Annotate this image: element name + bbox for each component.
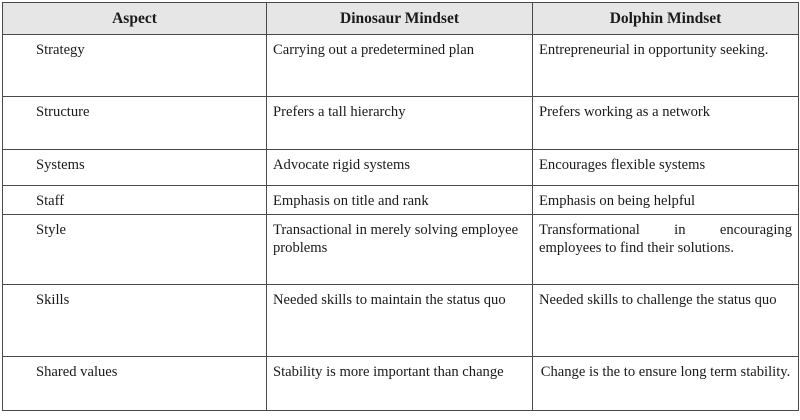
cell-dolphin: Prefers working as a network [532, 96, 799, 150]
table-header: Aspect Dinosaur Mindset Dolphin Mindset [2, 2, 799, 35]
cell-aspect: Skills [2, 284, 267, 357]
table-row: Shared values Stability is more importan… [2, 356, 799, 411]
cell-dinosaur: Transactional in merely solving employee… [266, 214, 533, 285]
header-row: Aspect Dinosaur Mindset Dolphin Mindset [2, 2, 799, 35]
cell-dolphin: Emphasis on being helpful [532, 185, 799, 215]
table-row: Structure Prefers a tall hierarchy Prefe… [2, 96, 799, 150]
cell-dinosaur: Stability is more important than change [266, 356, 533, 411]
mindset-comparison-table: Aspect Dinosaur Mindset Dolphin Mindset … [2, 2, 799, 411]
table-row: Style Transactional in merely solving em… [2, 214, 799, 285]
header-aspect: Aspect [2, 2, 267, 35]
header-dinosaur-mindset: Dinosaur Mindset [266, 2, 533, 35]
cell-dolphin: Needed skills to challenge the status qu… [532, 284, 799, 357]
cell-dinosaur: Prefers a tall hierarchy [266, 96, 533, 150]
table-row: Skills Needed skills to maintain the sta… [2, 284, 799, 357]
cell-aspect: Structure [2, 96, 267, 150]
header-dolphin-mindset: Dolphin Mindset [532, 2, 799, 35]
table-row: Systems Advocate rigid systems Encourage… [2, 149, 799, 186]
cell-dolphin: Encourages flexible systems [532, 149, 799, 186]
cell-aspect: Shared values [2, 356, 267, 411]
cell-aspect: Systems [2, 149, 267, 186]
cell-aspect: Strategy [2, 34, 267, 97]
cell-dinosaur: Needed skills to maintain the status quo [266, 284, 533, 357]
cell-dinosaur: Carrying out a predetermined plan [266, 34, 533, 97]
cell-dinosaur: Advocate rigid systems [266, 149, 533, 186]
table-row: Staff Emphasis on title and rank Emphasi… [2, 185, 799, 215]
cell-aspect: Staff [2, 185, 267, 215]
cell-dolphin: Transformational in encouraging employee… [532, 214, 799, 285]
cell-dinosaur: Emphasis on title and rank [266, 185, 533, 215]
cell-aspect: Style [2, 214, 267, 285]
table-row: Strategy Carrying out a predetermined pl… [2, 34, 799, 97]
cell-dolphin: Change is the to ensure long term stabil… [532, 356, 799, 411]
cell-dolphin: Entrepreneurial in opportunity seeking. [532, 34, 799, 97]
table-body: Strategy Carrying out a predetermined pl… [2, 34, 799, 411]
